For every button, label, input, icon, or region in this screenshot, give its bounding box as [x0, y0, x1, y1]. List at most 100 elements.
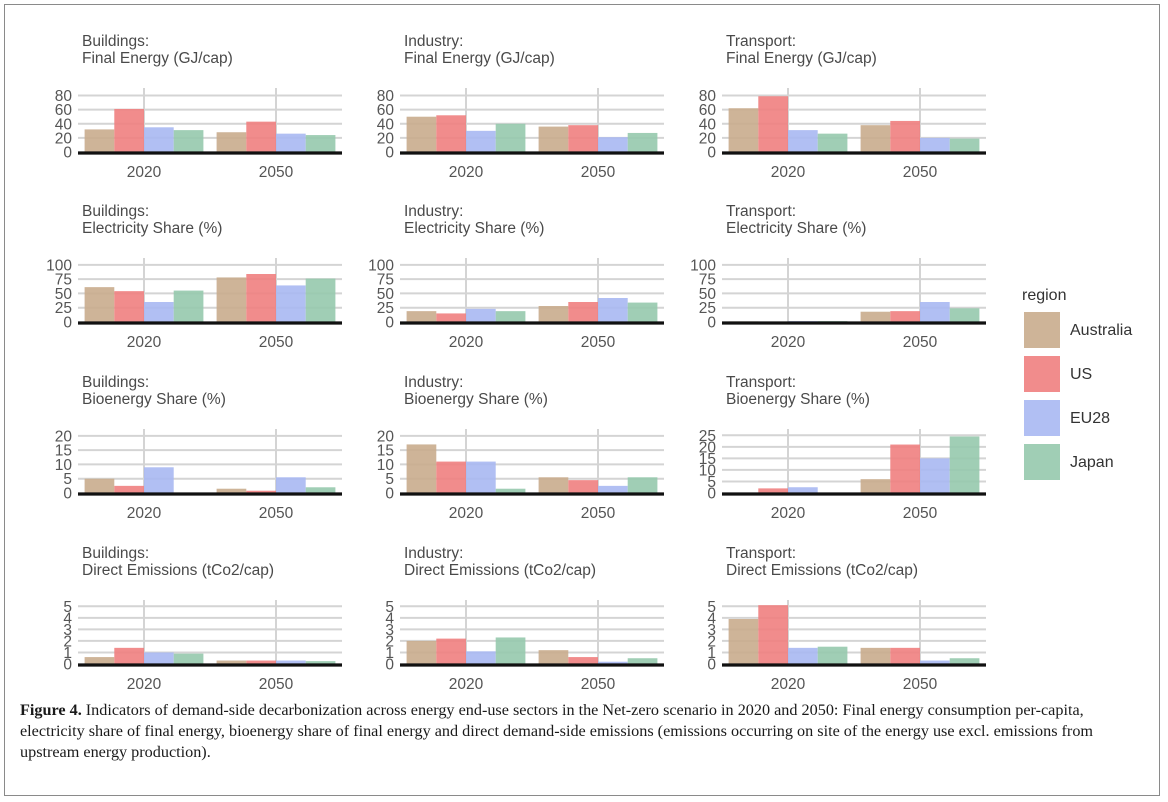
bar-japan-2050 [305, 135, 336, 152]
bar-eu28-2050 [598, 661, 628, 664]
bar-eu28-2020 [788, 130, 818, 152]
legend-title: region [1022, 287, 1066, 304]
legend-swatch-japan [1024, 444, 1060, 480]
x-tick-label: 2020 [771, 505, 806, 522]
legend-label-australia: Australia [1070, 322, 1132, 339]
x-tick-label: 2050 [259, 164, 294, 181]
chart-panel-3: Transport: Final Energy (GJ/cap) 020406080… [699, 33, 986, 181]
y-tick-label: 100 [690, 257, 716, 274]
bar-australia-2050 [216, 132, 247, 152]
bar-eu28-2020 [466, 651, 496, 664]
bar-eu28-2050 [276, 477, 306, 493]
chart-panel-8: Industry: Bioenergy Share (%)051015202020… [377, 374, 664, 522]
y-tick-label: 0 [63, 657, 72, 674]
y-tick-label: 10 [377, 457, 395, 474]
bar-us-2050 [568, 125, 598, 152]
bar-us-2050 [890, 311, 920, 322]
bar-us-2050 [890, 120, 920, 152]
chart-panel-6: Transport: Electricity Share (%) 025507510… [690, 203, 986, 351]
bar-us-2020 [436, 461, 466, 493]
bar-australia-2050 [538, 477, 569, 493]
y-tick-label: 10 [699, 462, 717, 479]
y-tick-label: 80 [699, 88, 717, 105]
y-tick-label: 4 [707, 610, 716, 627]
bar-us-2020 [114, 108, 144, 152]
bar-australia-2020 [406, 311, 437, 322]
y-tick-label: 100 [46, 257, 72, 274]
bar-eu28-2050 [920, 302, 950, 322]
legend-swatch-eu28 [1024, 400, 1060, 436]
y-tick-label: 1 [707, 645, 716, 662]
y-tick-label: 80 [377, 88, 395, 105]
y-tick-label: 25 [699, 428, 716, 445]
x-tick-label: 2050 [581, 676, 616, 690]
x-tick-label: 2020 [449, 505, 484, 522]
bar-us-2050 [890, 444, 920, 493]
bar-eu28-2050 [598, 485, 628, 493]
legend-label-eu28: EU28 [1070, 410, 1110, 427]
y-tick-label: 40 [377, 116, 395, 133]
bar-us-2050 [246, 660, 276, 664]
bar-eu28-2020 [144, 127, 174, 152]
y-tick-label: 10 [55, 457, 73, 474]
bar-japan-2050 [949, 138, 980, 152]
x-tick-label: 2050 [259, 334, 294, 351]
bar-japan-2050 [627, 477, 658, 493]
bar-eu28-2050 [920, 660, 950, 664]
panel-title: Industry: Electricity Share (%) [404, 203, 544, 237]
bar-eu28-2020 [788, 487, 818, 493]
bar-eu28-2020 [144, 652, 174, 664]
bar-eu28-2050 [276, 285, 306, 322]
y-tick-label: 5 [63, 471, 72, 488]
bar-australia-2020 [84, 129, 115, 152]
bar-australia-2050 [860, 311, 891, 322]
x-tick-label: 2050 [581, 334, 616, 351]
bar-australia-2050 [216, 488, 247, 493]
x-tick-label: 2020 [771, 334, 806, 351]
bar-australia-2050 [216, 277, 247, 322]
faceted-bar-chart: Buildings: Final Energy (GJ/cap)020406080… [46, 33, 1132, 690]
bar-us-2050 [568, 480, 598, 493]
y-tick-label: 0 [385, 657, 394, 674]
y-tick-label: 0 [707, 315, 716, 332]
y-tick-label: 20 [55, 428, 73, 445]
bar-australia-2020 [406, 640, 437, 664]
x-tick-label: 2020 [127, 164, 162, 181]
y-tick-label: 15 [699, 451, 716, 468]
bar-us-2050 [568, 657, 598, 664]
x-tick-label: 2050 [903, 164, 938, 181]
panel-title: Industry: Final Energy (GJ/cap) [404, 33, 555, 67]
bar-eu28-2050 [276, 133, 306, 152]
y-tick-label: 15 [55, 443, 72, 460]
bar-us-2020 [436, 313, 466, 322]
y-tick-label: 3 [63, 622, 72, 639]
bar-australia-2020 [406, 116, 437, 152]
bar-japan-2050 [305, 487, 336, 493]
y-tick-label: 0 [385, 315, 394, 332]
bar-australia-2050 [216, 660, 247, 664]
bar-us-2020 [758, 488, 788, 493]
bar-us-2050 [246, 274, 276, 322]
bar-eu28-2050 [276, 660, 306, 664]
y-tick-label: 0 [63, 145, 72, 162]
y-tick-label: 25 [377, 300, 394, 317]
bar-japan-2050 [949, 308, 980, 322]
y-tick-label: 40 [699, 116, 717, 133]
bar-australia-2050 [860, 125, 891, 152]
bar-japan-2050 [627, 302, 658, 322]
legend-swatch-australia [1024, 312, 1060, 348]
bar-australia-2020 [728, 108, 759, 152]
bar-us-2020 [758, 96, 788, 152]
x-tick-label: 2020 [771, 164, 806, 181]
chart-panel-12: Transport: Direct Emissions (tCo2/cap)012… [707, 545, 986, 690]
y-tick-label: 75 [699, 272, 716, 289]
y-tick-label: 20 [699, 130, 717, 147]
bar-eu28-2020 [144, 302, 174, 322]
bar-japan-2050 [949, 436, 980, 493]
panel-title: Industry: Bioenergy Share (%) [404, 374, 548, 408]
bar-japan-2050 [949, 658, 980, 664]
y-tick-label: 20 [699, 439, 717, 456]
y-tick-label: 5 [707, 474, 716, 491]
